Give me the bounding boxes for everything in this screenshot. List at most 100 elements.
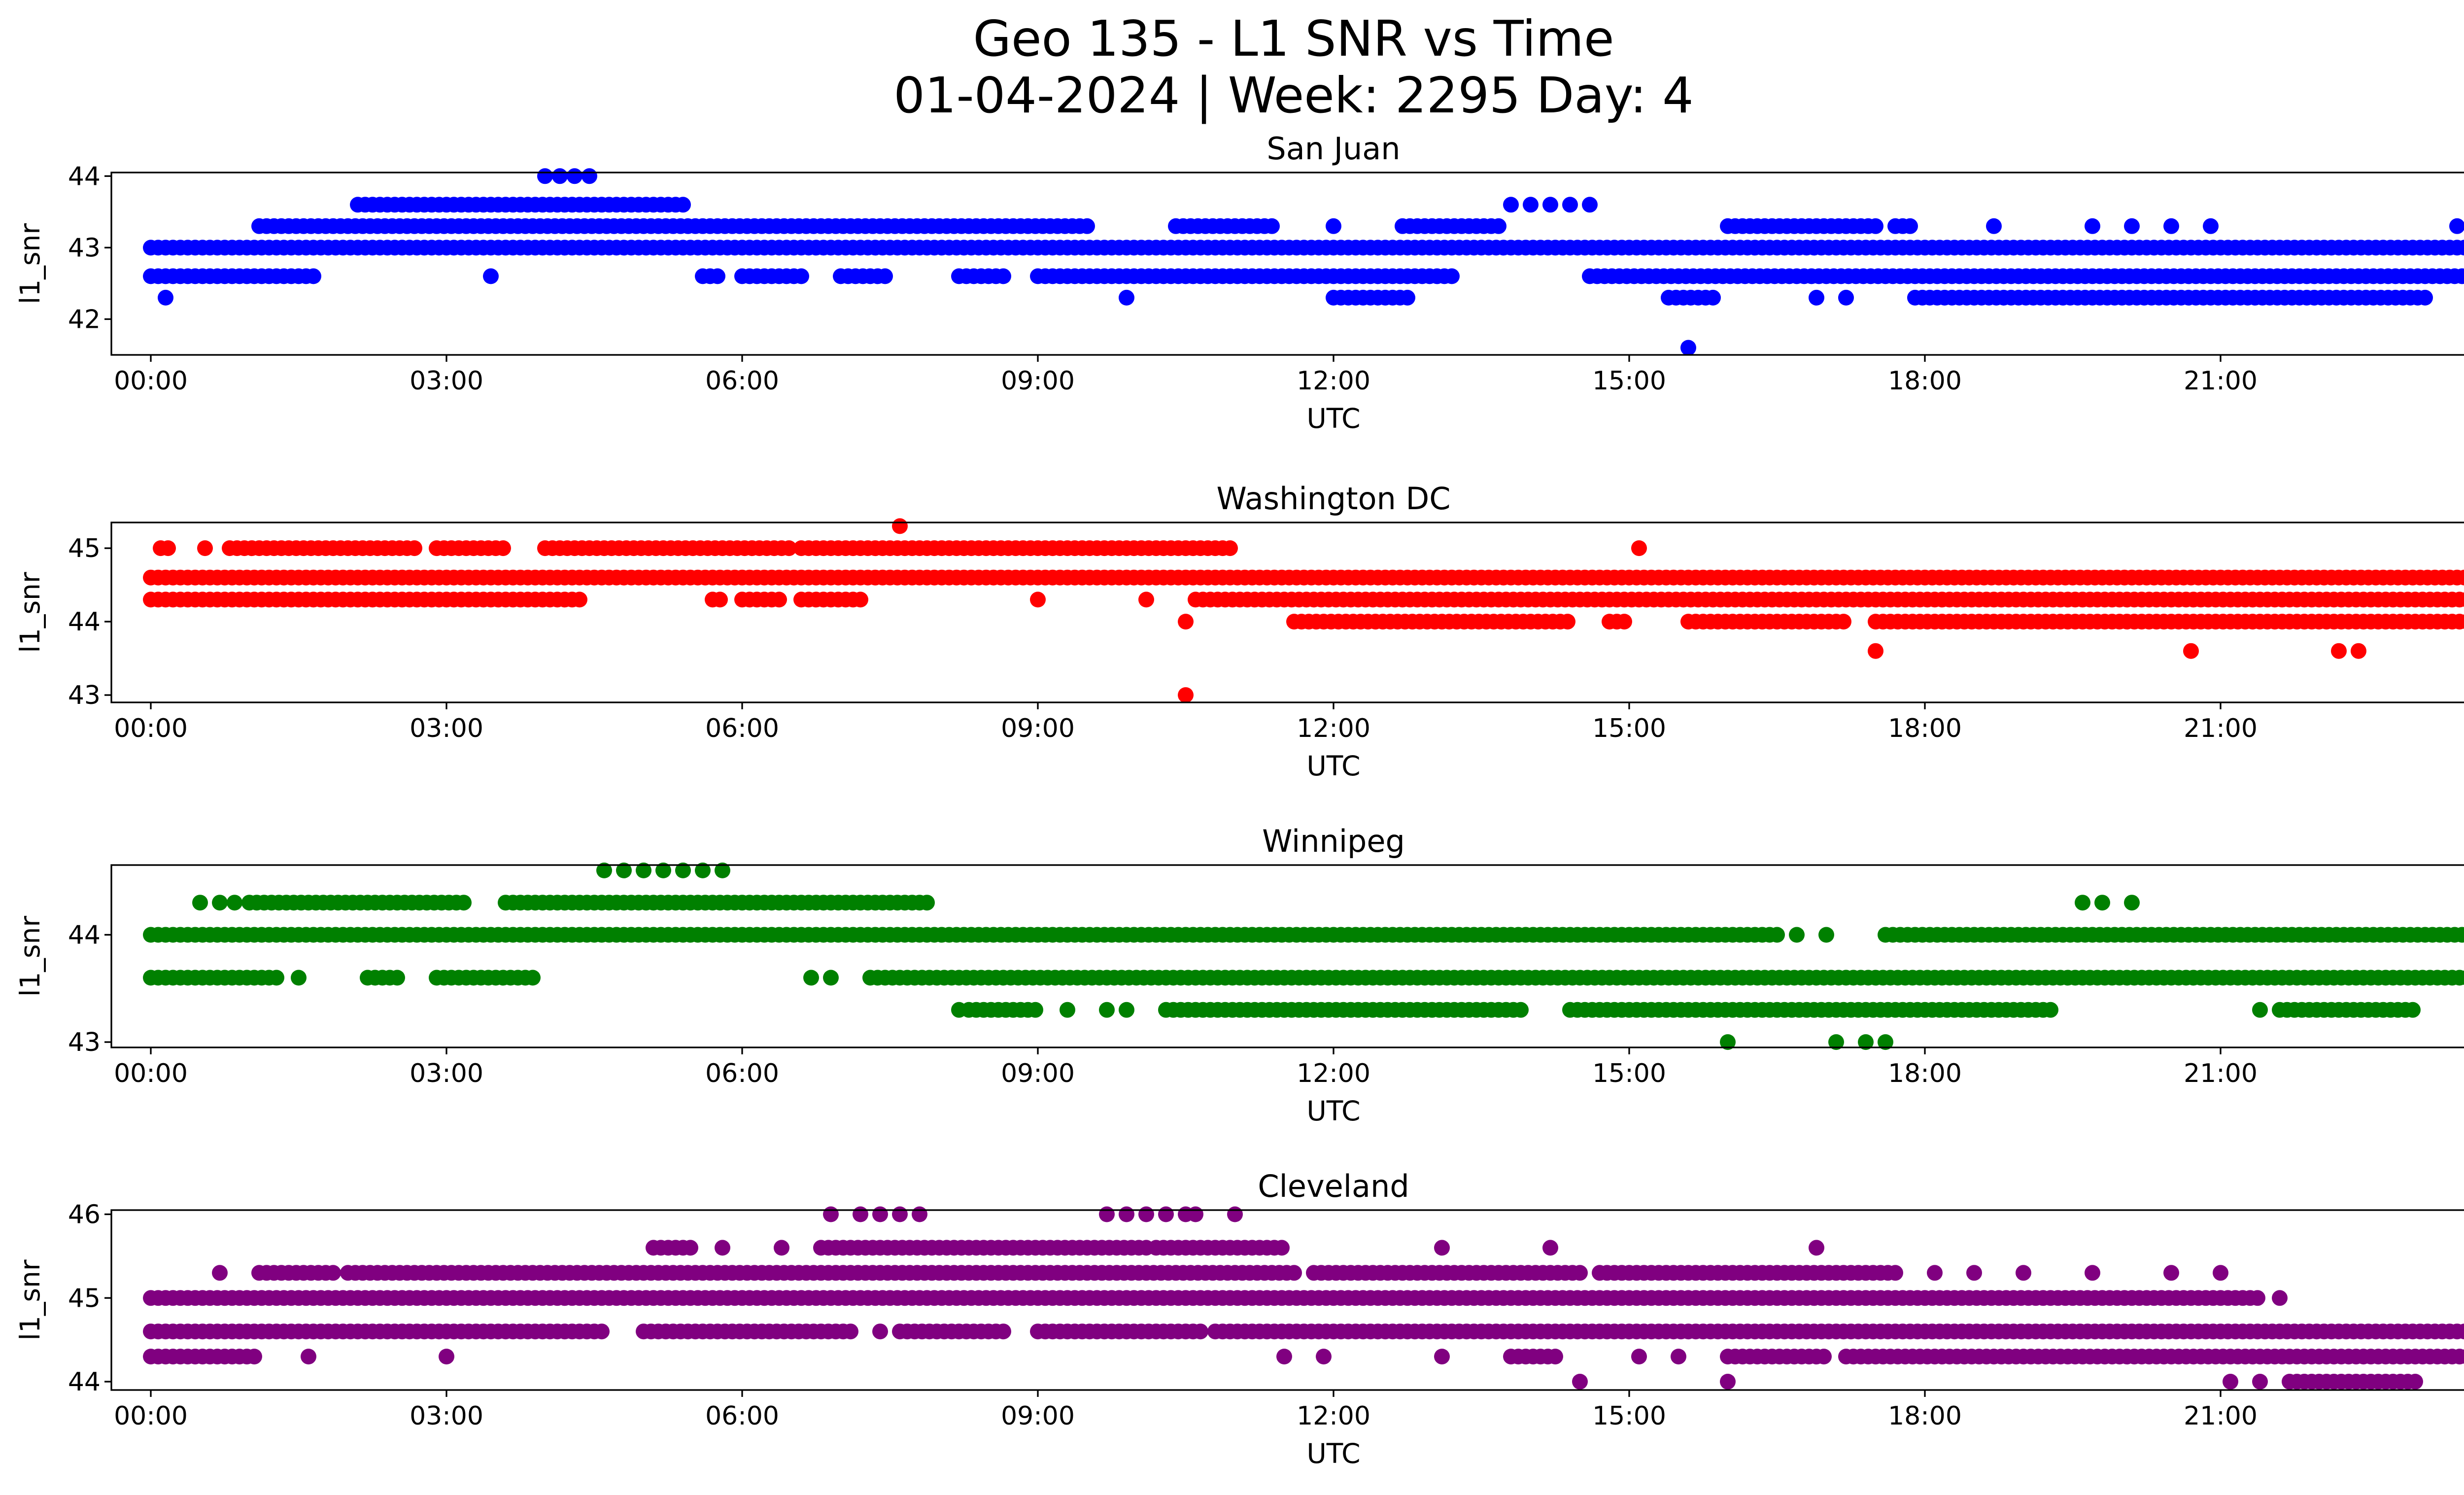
data-point: [892, 1206, 908, 1222]
data-point: [892, 518, 908, 534]
data-point: [675, 862, 691, 878]
data-point: [793, 268, 809, 284]
data-point: [2075, 895, 2090, 911]
x-tick-label: 21:00: [2184, 366, 2258, 396]
data-point: [1434, 1240, 1450, 1256]
data-point: [594, 1323, 610, 1340]
data-point: [582, 168, 597, 184]
data-point: [683, 1240, 698, 1256]
data-point: [710, 268, 725, 284]
data-point: [1513, 1002, 1529, 1018]
x-tick-label: 03:00: [410, 366, 483, 396]
data-point: [1547, 1349, 1563, 1365]
data-point: [2016, 1265, 2031, 1281]
data-point: [951, 1002, 967, 1018]
data-point: [2124, 895, 2140, 911]
data-point: [407, 540, 422, 556]
data-point: [872, 1206, 888, 1222]
data-point: [2405, 1002, 2421, 1018]
data-point: [2457, 569, 2464, 586]
y-tick-label: 44: [68, 162, 101, 191]
x-tick-label: 03:00: [410, 1059, 483, 1088]
data-point: [1836, 614, 1851, 630]
data-point: [1878, 1034, 1893, 1050]
data-point: [1809, 1240, 1824, 1256]
data-point: [771, 591, 787, 608]
subplot-title: Winnipeg: [1262, 823, 1405, 859]
data-point: [212, 1265, 228, 1281]
x-tick-label: 15:00: [1592, 366, 1666, 396]
data-point: [872, 1323, 888, 1340]
x-tick-label: 15:00: [1592, 714, 1666, 743]
data-point: [995, 1323, 1011, 1340]
data-point: [715, 862, 730, 878]
data-point: [912, 1206, 927, 1222]
y-tick-label: 45: [68, 534, 101, 563]
x-axis-label: UTC: [1306, 1095, 1360, 1127]
x-tick-label: 00:00: [114, 1401, 188, 1431]
data-point: [1680, 340, 1696, 356]
data-point: [1158, 1206, 1174, 1222]
data-point: [2331, 643, 2347, 659]
data-point: [1966, 1265, 1982, 1281]
data-point: [1178, 687, 1194, 703]
data-point: [2462, 270, 2464, 282]
data-point: [2407, 1374, 2423, 1390]
x-tick-label: 09:00: [1001, 1401, 1075, 1431]
y-axis-label: l1_snr: [14, 916, 46, 997]
y-tick-label: 42: [68, 305, 101, 334]
data-point: [1491, 218, 1506, 234]
data-point: [439, 1349, 454, 1365]
data-point: [227, 895, 242, 911]
data-point: [1119, 1206, 1134, 1222]
data-point: [2457, 1323, 2464, 1340]
data-point: [1809, 289, 1824, 306]
data-point: [1286, 1265, 1302, 1281]
y-tick-label: 44: [68, 607, 101, 637]
data-point: [1027, 1002, 1043, 1018]
data-point: [774, 1240, 789, 1256]
data-point: [1030, 591, 1046, 608]
x-tick-label: 12:00: [1297, 366, 1370, 396]
x-tick-label: 09:00: [1001, 366, 1075, 396]
data-point: [483, 268, 499, 284]
y-tick-label: 44: [68, 1367, 101, 1397]
data-point: [1434, 1349, 1450, 1365]
x-axis-label: UTC: [1306, 403, 1360, 434]
data-point: [2250, 1290, 2265, 1306]
y-tick-label: 44: [68, 920, 101, 950]
data-point: [1868, 643, 1883, 659]
x-tick-label: 09:00: [1001, 714, 1075, 743]
data-point: [1705, 289, 1721, 306]
data-points: [143, 518, 2464, 703]
data-point: [636, 862, 651, 878]
data-point: [655, 862, 671, 878]
data-point: [525, 970, 541, 986]
data-point: [2124, 218, 2140, 234]
data-point: [1316, 1349, 1332, 1365]
data-point: [2459, 614, 2464, 629]
data-point: [567, 168, 582, 184]
data-point: [2163, 1265, 2179, 1281]
subplot-title: Washington DC: [1216, 481, 1450, 517]
data-point: [1902, 218, 1918, 234]
data-point: [456, 895, 472, 911]
x-tick-label: 00:00: [114, 1059, 188, 1088]
data-point: [2163, 218, 2179, 234]
data-point: [1138, 1206, 1154, 1222]
y-tick-label: 43: [68, 233, 101, 263]
data-point: [537, 168, 553, 184]
y-tick-label: 46: [68, 1200, 101, 1229]
data-point: [2449, 218, 2464, 234]
data-point: [2094, 895, 2110, 911]
x-tick-label: 06:00: [705, 1059, 779, 1088]
data-point: [160, 540, 176, 556]
data-point: [1828, 1034, 1844, 1050]
data-point: [1631, 540, 1647, 556]
data-point: [2223, 1374, 2238, 1390]
data-point: [1444, 268, 1460, 284]
data-point: [1560, 614, 1575, 630]
data-point: [2459, 1349, 2464, 1364]
figure-title-line1: Geo 135 - L1 SNR vs Time: [973, 10, 1614, 68]
